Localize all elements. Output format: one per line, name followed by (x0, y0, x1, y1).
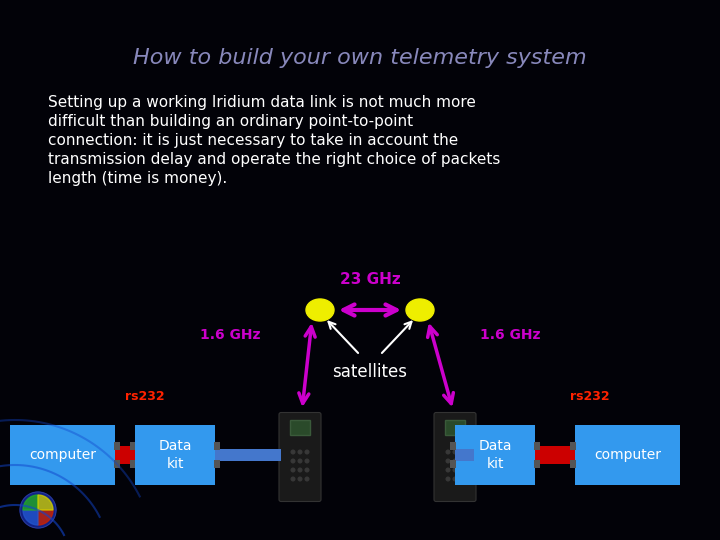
Text: computer: computer (594, 448, 661, 462)
Circle shape (453, 450, 456, 454)
Text: connection: it is just necessary to take in account the: connection: it is just necessary to take… (48, 133, 458, 148)
Circle shape (305, 468, 309, 472)
Circle shape (446, 459, 450, 463)
Circle shape (291, 450, 294, 454)
Polygon shape (23, 510, 38, 525)
Text: rs232: rs232 (570, 390, 610, 403)
Text: How to build your own telemetry system: How to build your own telemetry system (133, 48, 587, 68)
FancyBboxPatch shape (135, 425, 215, 485)
Text: length (time is money).: length (time is money). (48, 171, 228, 186)
Circle shape (291, 459, 294, 463)
FancyBboxPatch shape (115, 446, 135, 464)
Circle shape (20, 492, 56, 528)
Text: Data
kit: Data kit (158, 440, 192, 471)
Circle shape (453, 468, 456, 472)
Text: 1.6 GHz: 1.6 GHz (480, 328, 540, 342)
FancyBboxPatch shape (450, 442, 456, 450)
Circle shape (291, 477, 294, 481)
FancyBboxPatch shape (290, 420, 310, 435)
Circle shape (305, 459, 309, 463)
Circle shape (460, 468, 464, 472)
Circle shape (453, 459, 456, 463)
Ellipse shape (406, 299, 434, 321)
FancyBboxPatch shape (535, 446, 575, 464)
Circle shape (460, 477, 464, 481)
FancyBboxPatch shape (114, 460, 120, 468)
FancyBboxPatch shape (575, 425, 680, 485)
Circle shape (298, 459, 302, 463)
Text: Setting up a working Iridium data link is not much more: Setting up a working Iridium data link i… (48, 95, 476, 110)
Circle shape (446, 468, 450, 472)
FancyBboxPatch shape (10, 425, 115, 485)
Circle shape (460, 450, 464, 454)
Circle shape (305, 450, 309, 454)
Circle shape (446, 477, 450, 481)
FancyBboxPatch shape (130, 460, 136, 468)
Circle shape (298, 450, 302, 454)
FancyBboxPatch shape (434, 413, 476, 502)
Ellipse shape (306, 299, 334, 321)
FancyBboxPatch shape (114, 442, 120, 450)
FancyBboxPatch shape (570, 460, 576, 468)
FancyBboxPatch shape (130, 442, 136, 450)
Text: transmission delay and operate the right choice of packets: transmission delay and operate the right… (48, 152, 500, 167)
FancyBboxPatch shape (215, 449, 281, 461)
Text: satellites: satellites (333, 363, 408, 381)
FancyBboxPatch shape (445, 420, 465, 435)
FancyBboxPatch shape (279, 413, 321, 502)
FancyBboxPatch shape (214, 460, 220, 468)
FancyBboxPatch shape (455, 425, 535, 485)
Circle shape (305, 477, 309, 481)
Circle shape (460, 459, 464, 463)
Circle shape (298, 477, 302, 481)
FancyBboxPatch shape (534, 442, 540, 450)
Circle shape (453, 477, 456, 481)
Text: rs232: rs232 (125, 390, 165, 403)
Circle shape (291, 468, 294, 472)
Circle shape (446, 450, 450, 454)
Text: computer: computer (29, 448, 96, 462)
Circle shape (298, 468, 302, 472)
FancyBboxPatch shape (455, 449, 474, 461)
FancyBboxPatch shape (450, 460, 456, 468)
FancyBboxPatch shape (534, 460, 540, 468)
Text: difficult than building an ordinary point-to-point: difficult than building an ordinary poin… (48, 114, 413, 129)
Polygon shape (23, 495, 38, 510)
FancyBboxPatch shape (570, 442, 576, 450)
Text: 1.6 GHz: 1.6 GHz (199, 328, 260, 342)
Polygon shape (38, 495, 53, 510)
FancyBboxPatch shape (214, 442, 220, 450)
Polygon shape (38, 510, 53, 525)
Text: 23 GHz: 23 GHz (340, 273, 400, 287)
Text: Data
kit: Data kit (478, 440, 512, 471)
